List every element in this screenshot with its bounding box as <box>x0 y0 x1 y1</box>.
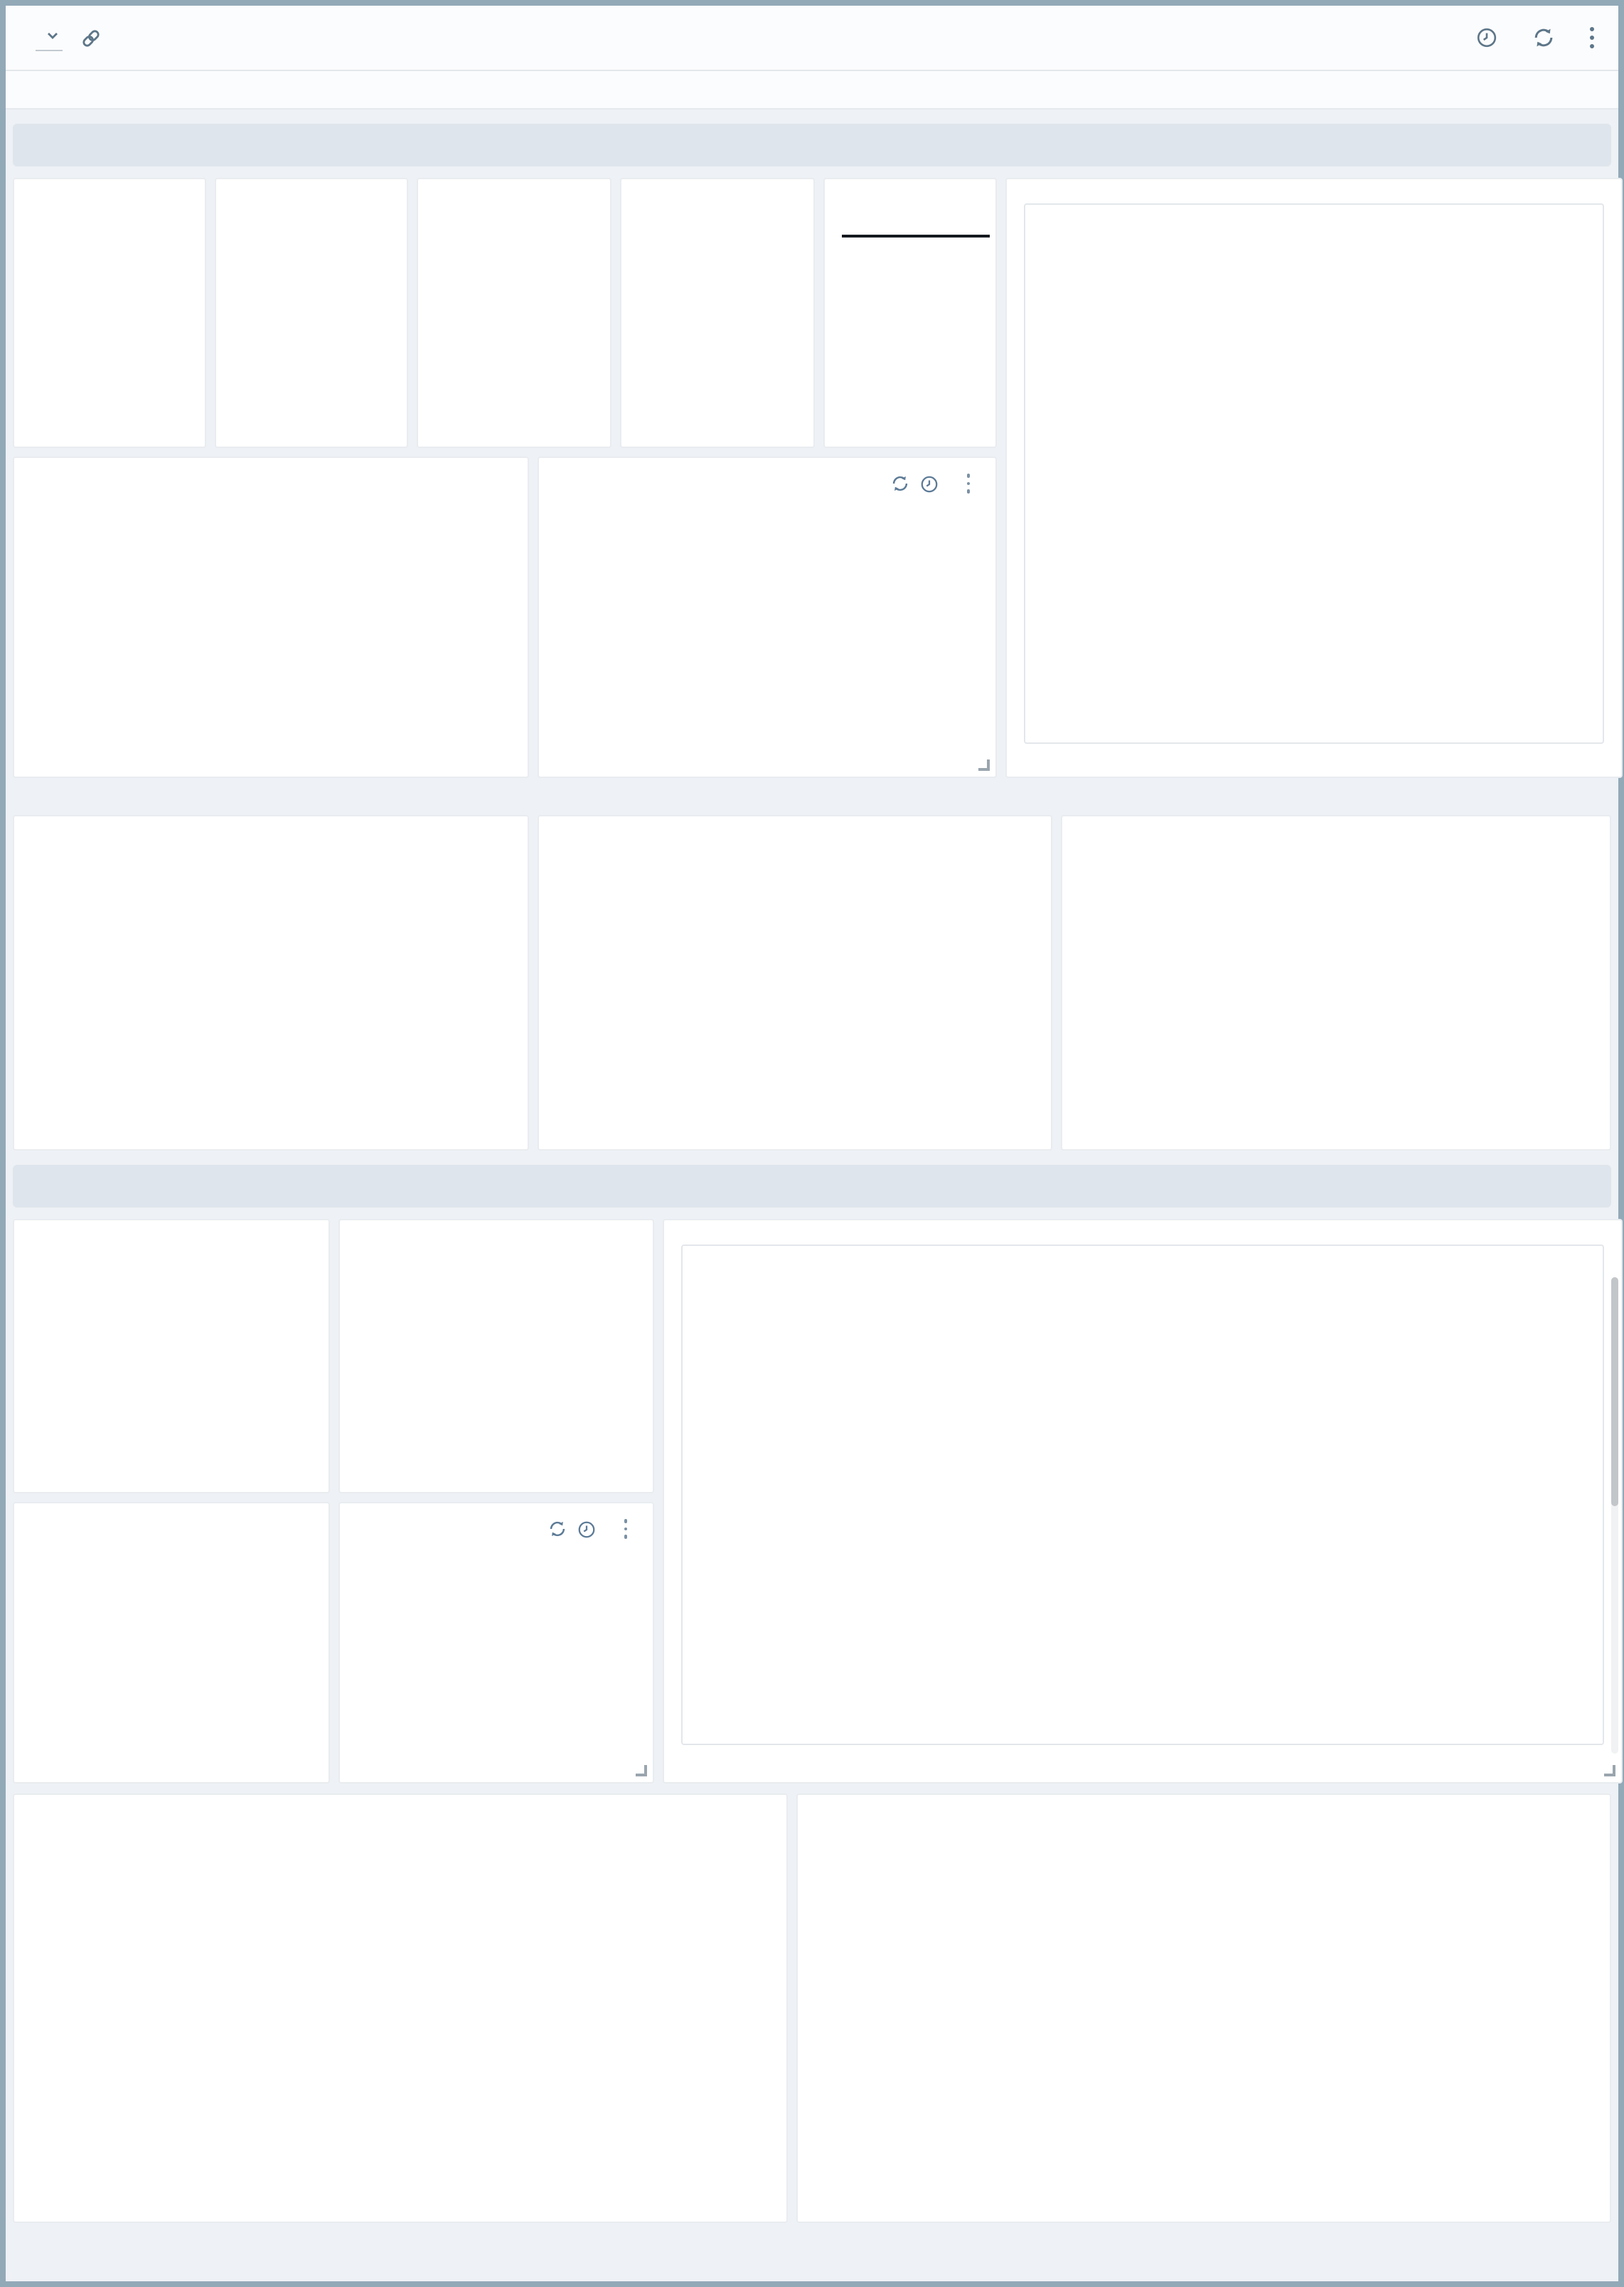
service-details-table <box>681 1244 1604 1745</box>
clock-icon[interactable] <box>577 1520 596 1538</box>
bottom-row <box>13 1793 1611 2223</box>
panel-resize-handle[interactable] <box>978 759 990 771</box>
services-count-panel <box>13 1502 330 1784</box>
section-header-services <box>13 1165 1611 1208</box>
gauge-panel-memory-utilization <box>215 178 408 448</box>
gauge-panel-cpu-reservation <box>417 178 611 448</box>
honeycomb-chart <box>96 852 446 1099</box>
flat-sparkline <box>842 235 990 238</box>
running-tasks-panel <box>338 1502 654 1784</box>
gauge-panel-memory-reservation <box>620 178 815 448</box>
refresh-icon[interactable] <box>1532 26 1556 50</box>
avg-memory-gauge-panel <box>338 1219 654 1493</box>
chevron-down-icon <box>48 32 58 38</box>
panel-resize-handle[interactable] <box>1604 1765 1615 1776</box>
avg-cpu-utilization-honeycomb-panel <box>13 457 529 778</box>
cluster-count-panel <box>823 178 997 448</box>
service-details-panel <box>663 1219 1623 1784</box>
section-header-clusters <box>13 124 1611 166</box>
honeycomb-chart <box>620 852 970 1099</box>
honeycomb-chart <box>1161 852 1511 1099</box>
kebab-menu-icon[interactable] <box>958 471 978 496</box>
panel-resize-handle[interactable] <box>636 1765 647 1776</box>
sparkline <box>368 1737 624 1762</box>
clock-icon[interactable] <box>920 474 939 493</box>
reservation-row <box>13 815 1611 1151</box>
link-icon[interactable] <box>80 26 102 49</box>
gauge-panel-cpu-utilization <box>13 178 206 448</box>
cluster-details-table <box>1024 203 1604 744</box>
sparkline <box>43 1737 299 1762</box>
avg-cpu-gauge-panel <box>13 1219 330 1493</box>
avg-memory-reservation-panel <box>538 815 1052 1151</box>
clock-icon <box>1477 28 1497 48</box>
avg-memory-utilization-honeycomb-panel <box>538 457 997 778</box>
clusters-section <box>13 178 1623 778</box>
cluster-details-panel <box>1005 178 1623 778</box>
avg-memory-by-cluster-panel <box>796 1793 1611 2223</box>
refresh-icon[interactable] <box>547 1519 567 1539</box>
vertical-scrollbar[interactable] <box>1611 1277 1618 1754</box>
services-section <box>13 1219 1623 1784</box>
avg-cpu-reservation-panel <box>13 815 529 1151</box>
filter-bar <box>6 71 1618 110</box>
honeycomb-chart <box>58 488 484 775</box>
time-range-button[interactable] <box>1476 27 1506 48</box>
honeycomb-chart <box>592 519 942 767</box>
refresh-icon[interactable] <box>890 474 910 494</box>
avg-gpu-reservation-panel <box>1061 815 1611 1151</box>
kebab-menu-icon[interactable] <box>616 1516 636 1542</box>
dashboard-title-dropdown[interactable] <box>36 25 63 50</box>
avg-cpu-by-cluster-panel <box>13 1793 788 2223</box>
kebab-menu-icon[interactable] <box>1581 25 1601 50</box>
top-bar <box>6 6 1618 71</box>
